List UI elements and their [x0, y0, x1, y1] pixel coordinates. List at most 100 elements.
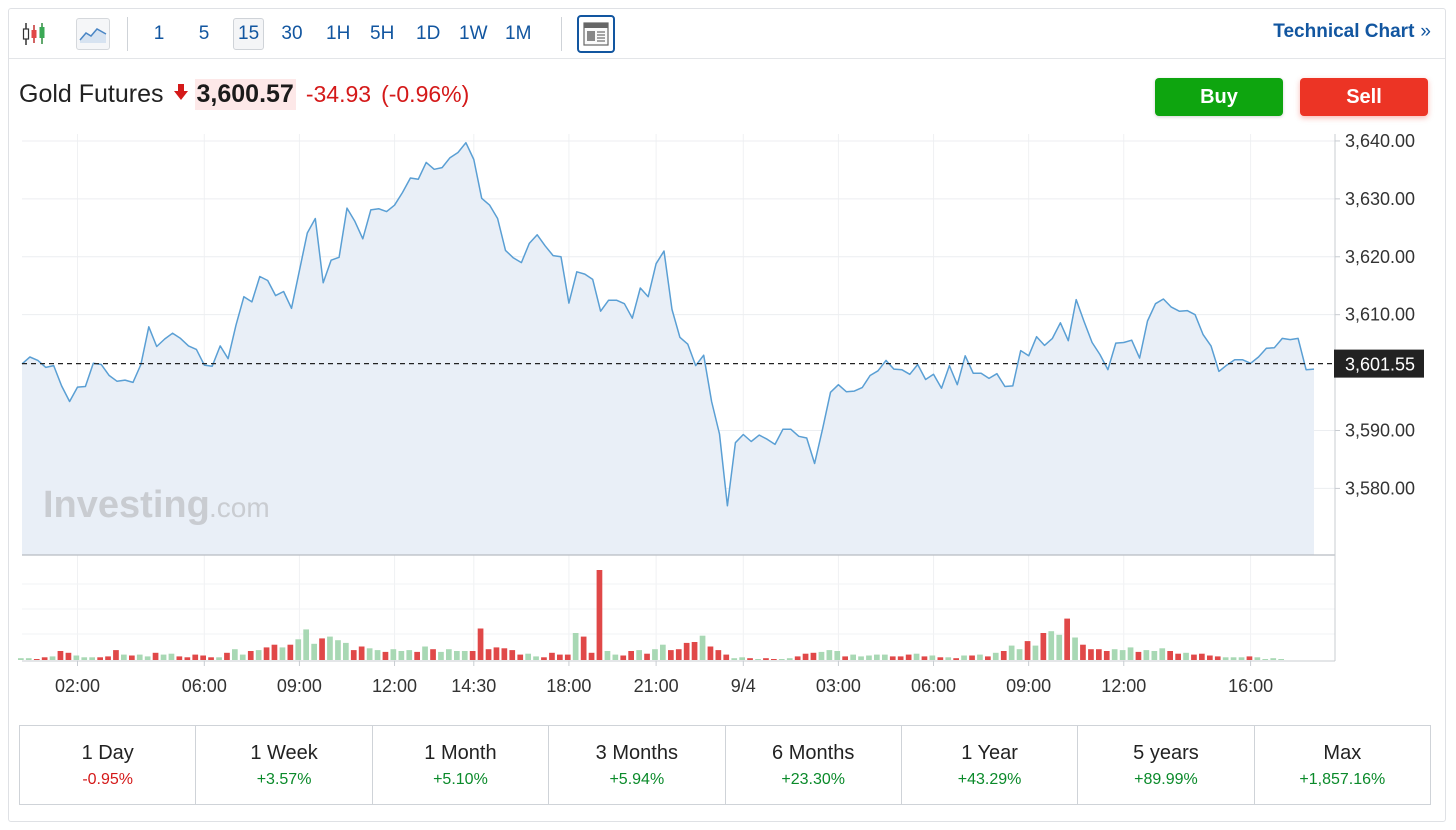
volume-bar: [1056, 634, 1063, 660]
x-tick-label: 14:30: [451, 676, 496, 696]
y-tick-label: 3,620.00: [1345, 247, 1415, 267]
volume-bar: [818, 651, 825, 660]
performance-value: +43.29%: [957, 770, 1022, 788]
volume-bar: [121, 654, 127, 660]
timeframe-1d[interactable]: 1D: [416, 23, 441, 44]
buy-button[interactable]: Buy: [1155, 78, 1283, 116]
volume-bar: [707, 646, 714, 660]
performance-cell[interactable]: 1 Day -0.95%: [20, 726, 197, 804]
timeframe-5[interactable]: 5: [198, 23, 210, 44]
volume-bar: [636, 650, 642, 660]
volume-bar: [620, 655, 627, 660]
timeframe-1w[interactable]: 1W: [459, 23, 488, 44]
volume-bar: [802, 653, 809, 660]
x-tick-label: 21:00: [634, 676, 679, 696]
volume-bar: [1143, 650, 1150, 660]
volume-bar: [644, 653, 650, 660]
timeframe-1m[interactable]: 1M: [505, 23, 532, 44]
timeframe-15[interactable]: 15: [233, 18, 265, 50]
volume-bar: [660, 644, 666, 660]
performance-period: Max: [1323, 741, 1362, 764]
volume-bar: [343, 642, 349, 660]
volume-bar: [549, 652, 555, 660]
technical-chart-link[interactable]: Technical Chart»: [1273, 21, 1431, 43]
performance-cell[interactable]: 1 Year +43.29%: [902, 726, 1079, 804]
candlestick-icon[interactable]: [17, 18, 51, 50]
layout-icon[interactable]: [577, 15, 615, 53]
timeframe-1h[interactable]: 1H: [326, 23, 351, 44]
volume-bar: [1024, 641, 1031, 660]
performance-cell[interactable]: 1 Week +3.57%: [196, 726, 373, 804]
chart-widget: 1 5 15 30 1H 5H 1D 1W 1M Technical Chart» Gold F…: [8, 8, 1446, 822]
performance-value: +3.57%: [256, 770, 312, 788]
volume-bar: [469, 651, 476, 660]
volume-bar: [1191, 654, 1197, 660]
x-tick-label: 09:00: [1006, 676, 1051, 696]
sell-button[interactable]: Sell: [1300, 78, 1428, 116]
volume-bar: [358, 646, 365, 660]
x-tick-label: 16:00: [1228, 676, 1273, 696]
volume-bar: [1246, 656, 1253, 660]
volume-bar: [1064, 618, 1070, 660]
performance-cell[interactable]: 6 Months +23.30%: [726, 726, 902, 804]
volume-bar: [1103, 651, 1110, 660]
volume-bar: [1111, 649, 1118, 660]
volume-bar: [311, 643, 317, 660]
y-tick-label: 3,640.00: [1345, 131, 1415, 151]
x-tick-label: 18:00: [546, 676, 591, 696]
volume-bar: [683, 642, 690, 660]
timeframe-1[interactable]: 1: [153, 23, 165, 44]
performance-table: 1 Day -0.95% 1 Week +3.57% 1 Month +5.10% 3 Mo…: [19, 725, 1431, 805]
volume-bar: [596, 570, 603, 660]
volume-bar: [858, 656, 864, 660]
volume-bar: [335, 640, 341, 660]
volume-bar: [533, 656, 539, 660]
price-change-percent: (-0.96%): [381, 80, 470, 107]
volume-bar: [1080, 644, 1086, 660]
volume-bar: [97, 657, 103, 660]
volume-bar: [406, 650, 413, 660]
volume-bar: [1096, 649, 1102, 660]
price-line: [21, 141, 1315, 507]
volume-bar: [25, 658, 32, 660]
performance-cell[interactable]: 3 Months +5.94%: [549, 726, 726, 804]
price-chart[interactable]: Investing .com 3,640.00 3,630.00 3,620.00 3,6…: [9, 9, 1445, 709]
timeframe-5h[interactable]: 5H: [370, 23, 395, 44]
volume-bar: [1207, 655, 1213, 660]
volume-bar: [49, 656, 56, 660]
volume-bar: [953, 658, 959, 660]
volume-bar: [327, 636, 333, 660]
volume-bar: [897, 656, 904, 660]
volume-bar: [977, 654, 983, 660]
volume-bar: [921, 656, 928, 660]
volume-bar: [461, 651, 468, 660]
performance-cell[interactable]: 5 years +89.99%: [1078, 726, 1255, 804]
volume-bar: [414, 651, 420, 660]
volume-bar: [501, 648, 508, 660]
price-area: [22, 142, 1314, 555]
volume-bar: [41, 657, 48, 660]
timeframe-30[interactable]: 30: [281, 23, 303, 44]
volume-bar: [961, 655, 967, 660]
volume-bar: [208, 657, 214, 660]
volume-bar: [604, 651, 611, 660]
performance-cell[interactable]: 1 Month +5.10%: [373, 726, 550, 804]
performance-value: +89.99%: [1134, 770, 1198, 788]
volume-bar: [1167, 651, 1173, 660]
volume-bar: [747, 658, 753, 660]
area-chart-icon[interactable]: [76, 18, 110, 50]
volume-bar: [1000, 651, 1007, 660]
performance-period: 3 Months: [595, 741, 678, 764]
volume-bar: [929, 655, 936, 660]
volume-bar: [184, 657, 191, 660]
volume-bar: [192, 654, 199, 660]
volume-bar: [152, 652, 159, 660]
volume-bar: [446, 649, 452, 660]
x-tick-label: 03:00: [816, 676, 861, 696]
volume-bar: [731, 658, 738, 660]
performance-cell[interactable]: Max +1,857.16%: [1255, 726, 1430, 804]
volume-bar: [1008, 645, 1015, 660]
volume-bar: [390, 649, 397, 660]
volume-bar: [81, 657, 88, 660]
volume-bar: [366, 648, 373, 660]
